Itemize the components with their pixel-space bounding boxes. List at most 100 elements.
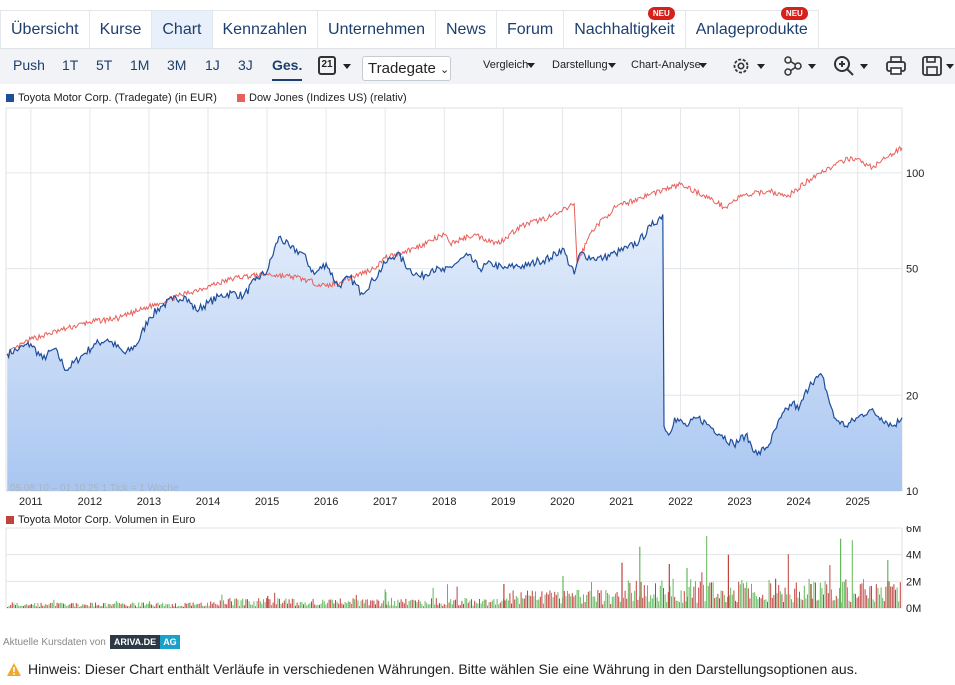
volume-bar <box>77 603 79 608</box>
volume-bar <box>387 601 389 608</box>
save-icon[interactable] <box>921 55 943 77</box>
volume-bar <box>746 582 748 608</box>
volume-bar <box>888 581 890 608</box>
volume-bar <box>128 606 130 608</box>
range-push-button[interactable]: Push <box>13 57 45 73</box>
volume-bar <box>370 600 372 608</box>
volume-bar <box>176 606 178 608</box>
volume-bar <box>827 593 829 608</box>
tab-uebersicht[interactable]: Übersicht <box>0 10 90 48</box>
calendar-icon[interactable]: 21 <box>318 56 336 75</box>
chevron-down-icon[interactable] <box>343 64 351 69</box>
volume-bar <box>186 603 188 608</box>
volume-bar <box>58 603 60 608</box>
volume-bar <box>184 603 186 608</box>
legend-toyota[interactable]: Toyota Motor Corp. (Tradegate) (in EUR) <box>6 92 217 104</box>
tab-nachhaltigkeit[interactable]: Nachhaltigkeit NEU <box>563 7 686 48</box>
volume-bar <box>499 602 501 608</box>
chart-analyse-dropdown[interactable]: Chart-Analyse <box>631 59 701 71</box>
range-5t-button[interactable]: 5T <box>96 57 113 73</box>
x-tick-label: 2013 <box>137 496 161 508</box>
volume-bar <box>239 605 240 608</box>
x-tick-label: 2014 <box>196 496 220 508</box>
volume-bar <box>432 587 434 608</box>
range-3j-button[interactable]: 3J <box>238 57 253 73</box>
indicators-icon[interactable] <box>783 55 803 77</box>
x-tick-label: 2015 <box>255 496 279 508</box>
volume-bar <box>117 602 119 608</box>
volume-bar <box>207 602 208 608</box>
legend-dow[interactable]: Dow Jones (Indizes US) (relativ) <box>237 92 407 104</box>
volume-bar <box>154 606 156 608</box>
volume-bar <box>895 589 896 608</box>
tab-chart[interactable]: Chart <box>151 10 213 48</box>
volume-bar <box>600 590 602 608</box>
volume-bar <box>701 572 703 608</box>
zoom-icon[interactable] <box>833 55 855 77</box>
volume-bar <box>474 600 476 608</box>
volume-bar <box>744 587 746 608</box>
volume-bar-peak <box>621 562 623 608</box>
volume-bar <box>549 590 551 608</box>
tab-anlageprodukte[interactable]: Anlageprodukte NEU <box>684 7 819 48</box>
volume-bar <box>869 586 871 608</box>
range-ges-button[interactable]: Ges. <box>272 57 303 81</box>
volume-bar <box>599 593 600 608</box>
volume-bar <box>567 590 568 608</box>
ariva-logo[interactable]: ARIVA.DE AG <box>109 635 180 649</box>
darstellung-dropdown[interactable]: Darstellung <box>552 59 608 71</box>
legend-volume[interactable]: Toyota Motor Corp. Volumen in Euro <box>6 514 195 526</box>
volume-bar <box>8 606 10 608</box>
volume-bar <box>597 590 599 608</box>
volume-bar <box>891 586 893 608</box>
volume-bar <box>187 602 189 608</box>
range-1t-button[interactable]: 1T <box>62 57 79 73</box>
tab-kurse[interactable]: Kurse <box>88 10 153 48</box>
volume-bar <box>659 585 661 608</box>
volume-bar <box>251 604 253 608</box>
volume-bar <box>274 592 276 608</box>
tab-kennzahlen[interactable]: Kennzahlen <box>211 10 319 48</box>
tab-forum[interactable]: Forum <box>495 10 565 48</box>
volume-bar <box>304 602 306 608</box>
range-label: 05.08.10 – 01.10.25 1 Tick = 1 Woche <box>10 483 179 494</box>
volume-bar <box>861 583 863 608</box>
volume-bar <box>733 590 735 608</box>
volume-bar <box>325 604 327 608</box>
volume-bar-peak <box>727 554 729 608</box>
range-1j-button[interactable]: 1J <box>205 57 220 73</box>
volume-bar <box>648 601 650 608</box>
volume-bar <box>437 604 439 608</box>
range-3m-button[interactable]: 3M <box>167 57 187 73</box>
tab-news[interactable]: News <box>434 10 497 48</box>
volume-bar <box>367 599 368 608</box>
volume-bar <box>402 601 404 608</box>
volume-bar <box>271 605 272 608</box>
tab-label: Kennzahlen <box>222 20 308 38</box>
volume-bars <box>7 536 901 608</box>
volume-bar <box>651 598 653 608</box>
volume-bar <box>53 599 55 608</box>
volume-y-axis: 0M 2M 4M 6M <box>906 526 921 615</box>
volume-bar <box>440 603 442 608</box>
volume-bar <box>279 598 280 608</box>
volume-bar <box>485 599 487 608</box>
volume-bar <box>311 601 312 608</box>
volume-bar <box>559 598 560 608</box>
range-1m-button[interactable]: 1M <box>130 57 150 73</box>
volume-bar <box>363 603 365 608</box>
exchange-select[interactable]: Tradegate ⌄ <box>362 56 451 81</box>
volume-bar <box>346 603 348 608</box>
volume-bar <box>506 598 508 608</box>
print-icon[interactable] <box>885 55 907 77</box>
volume-bar <box>151 604 152 608</box>
volume-bar <box>242 598 244 608</box>
price-chart[interactable]: 2011 2012 2013 2014 2015 2016 2017 2018 2019 2020… <box>0 106 955 511</box>
tab-unternehmen[interactable]: Unternehmen <box>317 10 436 48</box>
volume-bar <box>803 585 805 608</box>
volume-chart[interactable]: 0M 2M 4M 6M <box>0 526 955 616</box>
vergleich-dropdown[interactable]: Vergleich <box>483 59 529 71</box>
ariva-logo-text: ARIVA.DE <box>109 635 161 649</box>
volume-bar <box>818 599 820 608</box>
settings-icon[interactable] <box>731 55 751 77</box>
